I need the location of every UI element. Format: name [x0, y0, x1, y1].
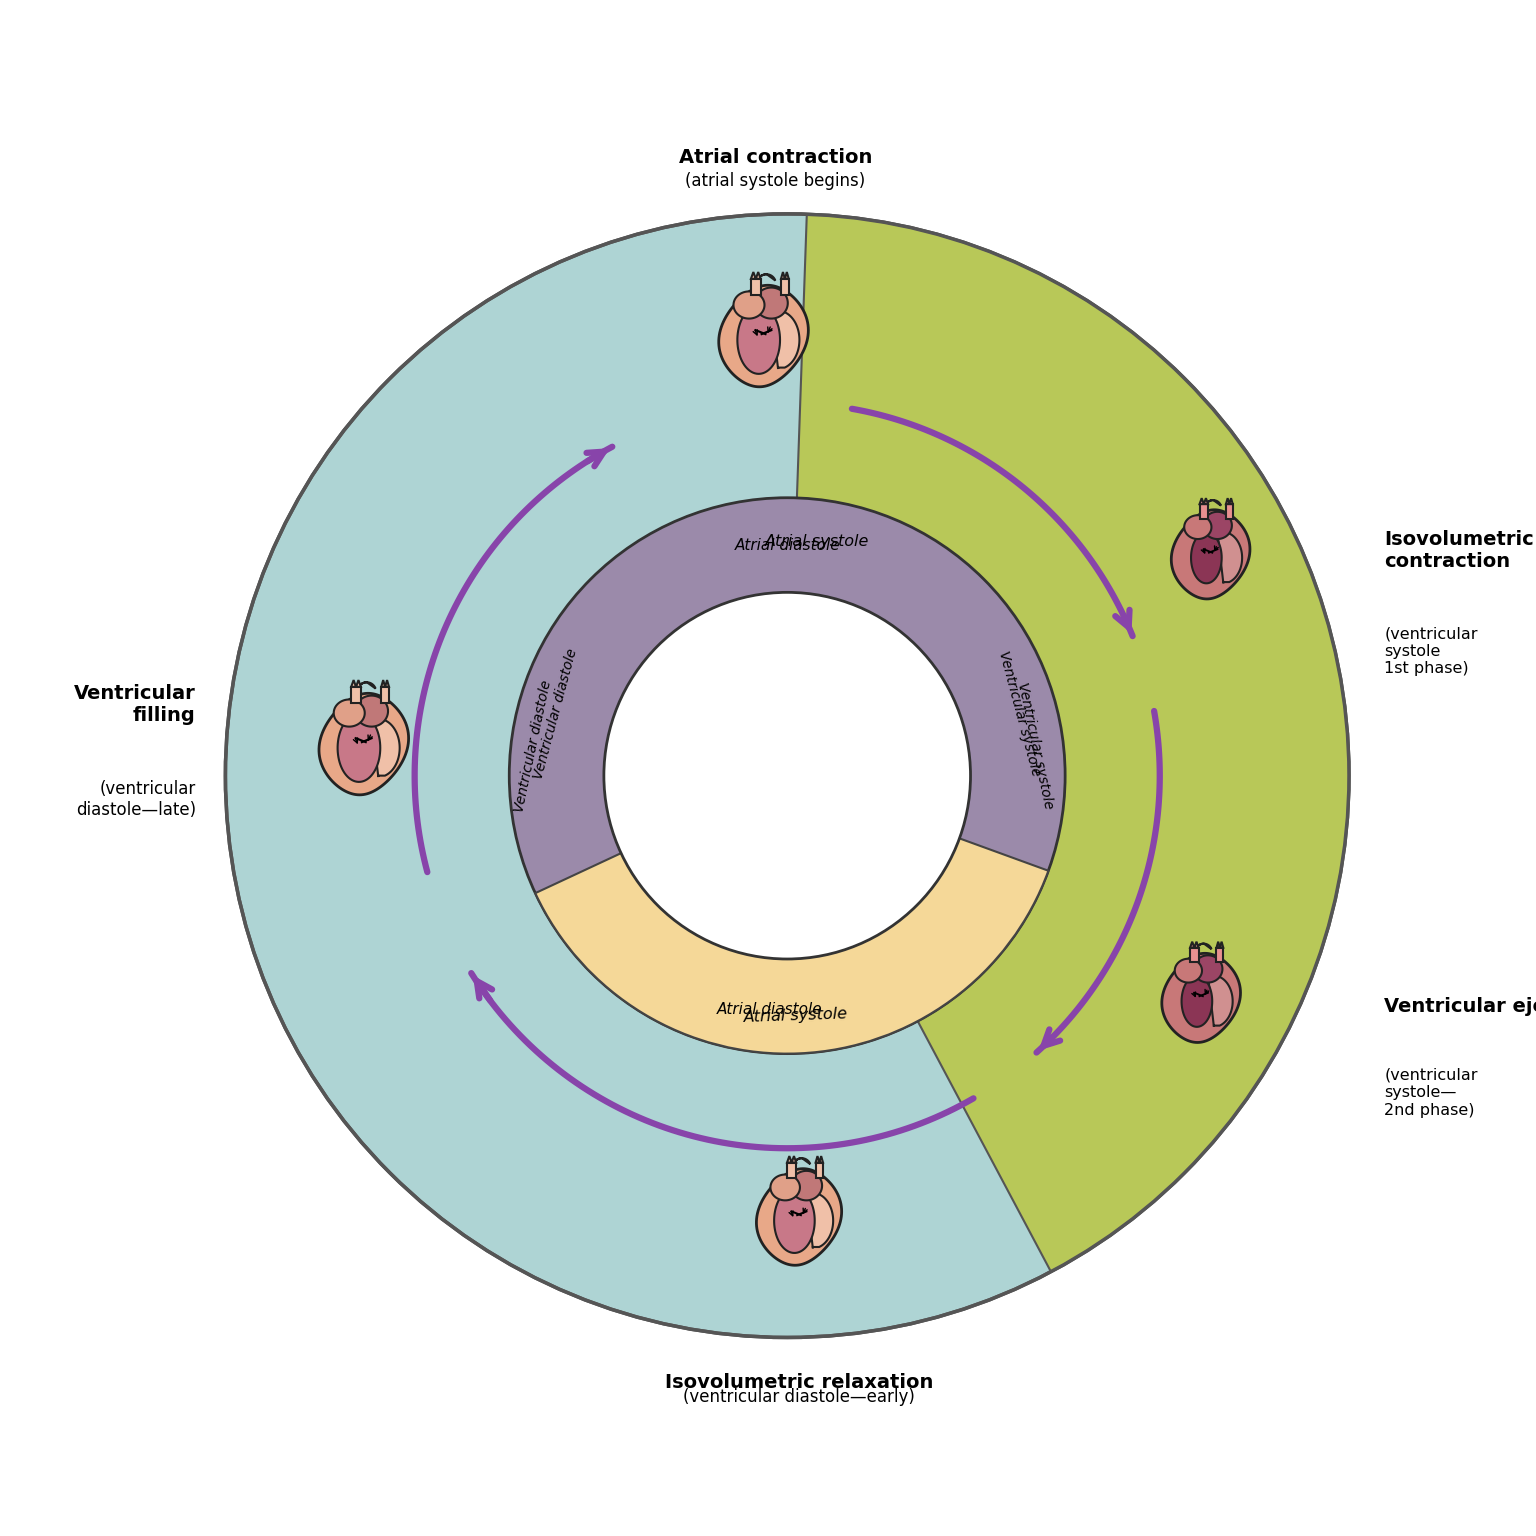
Polygon shape [780, 272, 790, 280]
Text: Ventricular diastole: Ventricular diastole [511, 679, 554, 814]
Polygon shape [355, 696, 389, 727]
Polygon shape [1190, 533, 1221, 584]
Polygon shape [751, 272, 760, 280]
Polygon shape [1190, 942, 1198, 948]
Wedge shape [786, 214, 1349, 1272]
Polygon shape [1190, 948, 1198, 962]
Polygon shape [1226, 504, 1233, 519]
Text: Isovolumetric relaxation: Isovolumetric relaxation [665, 1373, 934, 1392]
Text: (ventricular
systole—
2nd phase): (ventricular systole— 2nd phase) [1384, 1068, 1478, 1118]
Circle shape [226, 214, 1349, 1338]
Text: (ventricular diastole—early): (ventricular diastole—early) [684, 1389, 915, 1407]
Polygon shape [338, 714, 381, 782]
Text: Ventricular systole: Ventricular systole [1015, 682, 1055, 811]
Polygon shape [1226, 498, 1233, 504]
Polygon shape [816, 1163, 823, 1178]
Polygon shape [1181, 975, 1212, 1028]
Polygon shape [793, 1158, 809, 1174]
Polygon shape [333, 699, 364, 727]
Polygon shape [381, 680, 389, 687]
Polygon shape [719, 286, 808, 387]
Text: Ventricular ejection: Ventricular ejection [1384, 997, 1536, 1015]
Polygon shape [1172, 510, 1250, 599]
Polygon shape [754, 287, 788, 318]
Polygon shape [757, 275, 776, 292]
Polygon shape [734, 292, 765, 318]
Text: Ventricular diastole: Ventricular diastole [531, 647, 579, 780]
Circle shape [510, 498, 1064, 1054]
Polygon shape [1204, 501, 1221, 515]
Polygon shape [780, 280, 790, 295]
Polygon shape [358, 682, 376, 699]
Circle shape [604, 593, 971, 958]
Polygon shape [1175, 958, 1203, 983]
Polygon shape [1209, 975, 1233, 1028]
Polygon shape [771, 310, 799, 369]
Polygon shape [352, 687, 361, 703]
Text: Atrial systole: Atrial systole [765, 535, 869, 548]
Polygon shape [806, 1193, 833, 1249]
Polygon shape [786, 1157, 796, 1163]
Polygon shape [791, 1170, 822, 1200]
Wedge shape [536, 776, 1049, 1054]
Text: Ventricular
filling: Ventricular filling [74, 684, 197, 725]
Polygon shape [1200, 504, 1207, 519]
Polygon shape [1200, 498, 1207, 504]
Polygon shape [1218, 533, 1243, 584]
Text: Atrial contraction: Atrial contraction [679, 147, 872, 166]
Polygon shape [352, 680, 361, 687]
Polygon shape [1195, 943, 1212, 958]
Polygon shape [774, 1189, 814, 1253]
Polygon shape [1217, 948, 1223, 962]
Polygon shape [786, 1163, 796, 1178]
Polygon shape [372, 719, 399, 777]
Text: (ventricular
systole
1st phase): (ventricular systole 1st phase) [1384, 627, 1478, 676]
Polygon shape [319, 693, 409, 794]
Polygon shape [816, 1157, 823, 1163]
Polygon shape [737, 306, 780, 373]
Text: Atrial diastole: Atrial diastole [717, 1003, 822, 1017]
Text: Isovolumetric
contraction: Isovolumetric contraction [1384, 530, 1534, 571]
Text: Atrial systole: Atrial systole [743, 1006, 848, 1025]
Polygon shape [1161, 954, 1241, 1043]
Polygon shape [756, 1169, 842, 1266]
Polygon shape [381, 687, 389, 703]
Polygon shape [1184, 515, 1212, 539]
Text: Ventricular systole: Ventricular systole [995, 650, 1043, 777]
Text: Atrial diastole: Atrial diastole [734, 538, 840, 553]
Polygon shape [1193, 955, 1223, 983]
Text: (ventricular
diastole—late): (ventricular diastole—late) [75, 780, 197, 819]
Polygon shape [1203, 511, 1232, 539]
Text: (atrial systole begins): (atrial systole begins) [685, 172, 865, 190]
Polygon shape [1217, 942, 1223, 948]
Polygon shape [771, 1175, 800, 1200]
Polygon shape [751, 280, 760, 295]
